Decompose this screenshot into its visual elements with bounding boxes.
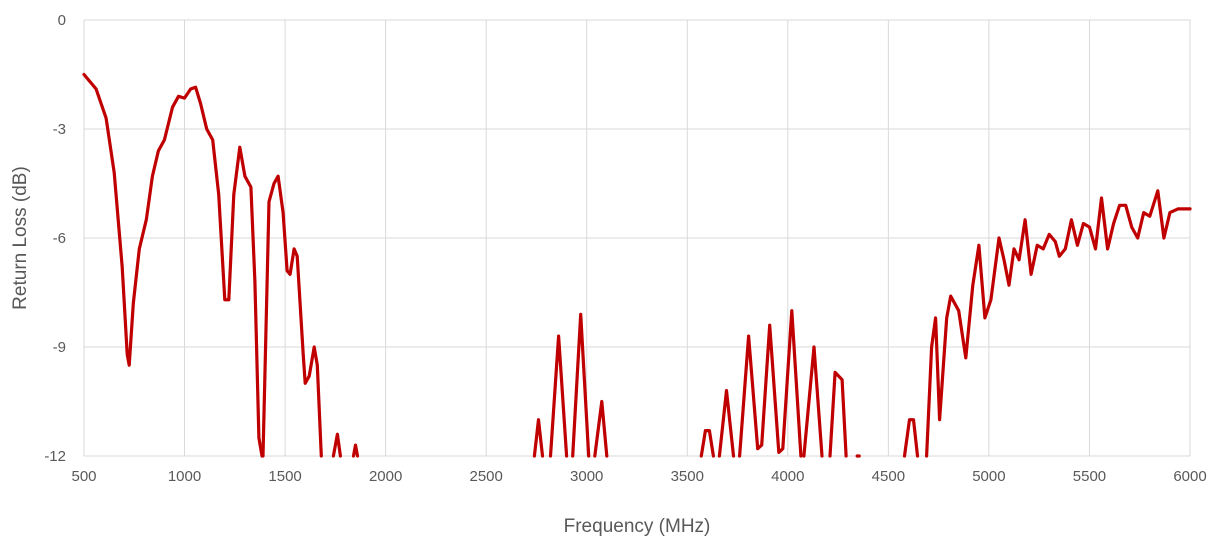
series-0-segment-4 bbox=[532, 418, 545, 458]
x-tick-label: 6000 bbox=[1173, 468, 1206, 485]
series-0-segment-1 bbox=[261, 174, 323, 458]
x-tick-label: 500 bbox=[71, 468, 96, 485]
plot-area bbox=[83, 19, 1191, 457]
series-0-segment-5 bbox=[548, 334, 569, 458]
series-0-segment-15 bbox=[925, 189, 1192, 458]
x-axis-tick-labels: 500 1000 1500 2000 2500 3000 3500 4000 4500 5000 5… bbox=[71, 468, 1206, 485]
series-0-segment-3 bbox=[351, 443, 360, 458]
series-0-segment-9 bbox=[717, 389, 736, 458]
y-tick-label: -6 bbox=[53, 230, 66, 247]
x-tick-label: 5500 bbox=[1073, 468, 1106, 485]
x-axis-title: Frequency (MHz) bbox=[564, 516, 711, 537]
series-0-segment-7 bbox=[593, 399, 609, 458]
gridlines bbox=[83, 19, 1191, 457]
x-tick-label: 4000 bbox=[771, 468, 804, 485]
x-tick-label: 2500 bbox=[469, 468, 502, 485]
series-0-segment-11 bbox=[802, 345, 824, 458]
series-0-segment-12 bbox=[828, 370, 848, 458]
series-0-segment-2 bbox=[331, 432, 342, 458]
x-tick-label: 2000 bbox=[369, 468, 402, 485]
series-0-segment-8 bbox=[699, 429, 715, 458]
y-tick-label: -12 bbox=[44, 448, 66, 465]
y-tick-label: 0 bbox=[58, 12, 66, 29]
x-tick-label: 4500 bbox=[872, 468, 905, 485]
y-tick-label: -9 bbox=[53, 339, 66, 356]
x-tick-label: 1000 bbox=[168, 468, 201, 485]
x-tick-label: 3500 bbox=[671, 468, 704, 485]
x-tick-label: 3000 bbox=[570, 468, 603, 485]
series-0-segment-14 bbox=[902, 418, 920, 458]
series-0-segment-10 bbox=[738, 309, 803, 458]
x-tick-label: 1500 bbox=[268, 468, 301, 485]
y-axis-tick-labels: 0 -3 -6 -9 -12 bbox=[44, 12, 66, 465]
y-axis-title: Return Loss (dB) bbox=[10, 166, 31, 310]
x-tick-label: 5000 bbox=[972, 468, 1005, 485]
series-0-segment-6 bbox=[571, 312, 591, 458]
series-0-segment-0 bbox=[82, 72, 264, 458]
y-tick-label: -3 bbox=[53, 121, 66, 138]
series-layer bbox=[82, 72, 1192, 458]
